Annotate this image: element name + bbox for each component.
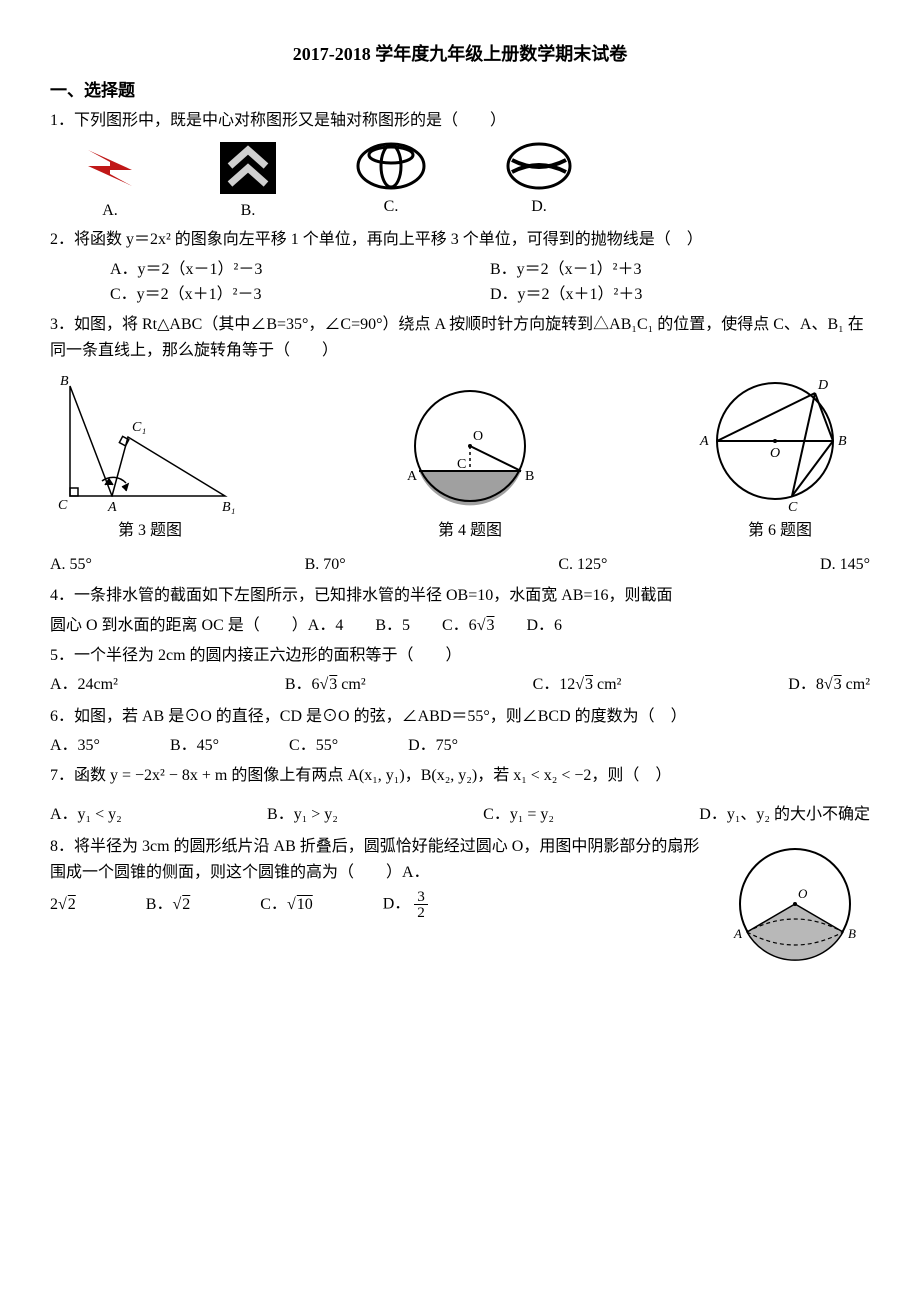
svg-text:O: O — [473, 429, 483, 444]
q6-d: D．75° — [408, 733, 458, 759]
q1-logo-a: A. — [80, 142, 140, 224]
svg-text:A: A — [699, 434, 709, 449]
question-6: 6．如图，若 AB 是⊙O 的直径，CD 是⊙O 的弦，∠ABD＝55°，则∠B… — [50, 704, 870, 730]
q8-options: 2√2 B．√2 C．√10 D． 32 — [50, 889, 710, 920]
q5-options: A．24cm² B．6√3 cm² C．12√3 cm² D．8√3 cm² — [50, 672, 870, 698]
page-title: 2017-2018 学年度九年级上册数学期末试卷 — [50, 40, 870, 69]
q7-a: A．y₁ < y₂ — [50, 802, 122, 828]
svg-text:A: A — [733, 926, 742, 941]
q1-logo-c: C. — [356, 142, 426, 224]
q2-b: B．y＝2（x－1）²＋3 — [490, 257, 870, 283]
q3-b: B. 70° — [305, 552, 346, 578]
figure-4: O A B C 第 4 题图 — [385, 376, 555, 544]
q2-c: C．y＝2（x＋1）²－3 — [110, 282, 490, 308]
q1-b-label: B. — [220, 198, 276, 224]
svg-text:B: B — [525, 469, 534, 484]
folded-circle-icon: O A B — [720, 834, 870, 974]
q1-c-label: C. — [356, 194, 426, 220]
svg-text:C₁: C₁ — [132, 420, 146, 435]
q4-opts-pre: 圆心 O 到水面的距离 OC 是（ ）A．4 B．5 C．6 — [50, 617, 477, 634]
triangle-rotation-icon: B C A C₁ B₁ — [50, 371, 250, 516]
svg-text:B: B — [838, 434, 847, 449]
q8-a: 2√2 — [50, 892, 76, 918]
q6-b: B．45° — [170, 733, 219, 759]
figure-6-caption: 第 6 题图 — [690, 518, 870, 544]
q6-options: A．35° B．45° C．55° D．75° — [50, 733, 870, 759]
svg-text:O: O — [798, 886, 808, 901]
figure-3: B C A C₁ B₁ 第 3 题图 — [50, 371, 250, 544]
q7-c: C．y₁ = y₂ — [483, 802, 554, 828]
q8-b: B．√2 — [146, 892, 190, 918]
question-3: 3．如图，将 Rt△ABC（其中∠B=35°，∠C=90°）绕点 A 按顺时针方… — [50, 312, 870, 363]
svg-text:B₁: B₁ — [222, 500, 235, 515]
question-7: 7．函数 y = −2x² − 8x + m 的图像上有两点 A(x₁, y₁)… — [50, 763, 870, 789]
svg-text:O: O — [770, 446, 780, 461]
q4-opts-post: D．6 — [494, 617, 562, 634]
q7-b: B．y₁ > y₂ — [267, 802, 338, 828]
circle-chord-icon: A B C D O — [690, 371, 870, 516]
figure-6: A B C D O 第 6 题图 — [690, 371, 870, 544]
q5-d: D．8√3 cm² — [788, 672, 870, 698]
pipe-cross-section-icon: O A B C — [385, 376, 555, 516]
q1-logo-b: B. — [220, 142, 276, 224]
figure-3-caption: 第 3 题图 — [50, 518, 250, 544]
q5-c: C．12√3 cm² — [533, 672, 622, 698]
toyota-icon — [356, 142, 426, 190]
q2-opts-2: C．y＝2（x＋1）²－3 D．y＝2（x＋1）²＋3 — [110, 282, 870, 308]
svg-text:B: B — [848, 926, 856, 941]
q3-c: C. 125° — [558, 552, 607, 578]
figure-4-caption: 第 4 题图 — [385, 518, 555, 544]
question-4-line2: 圆心 O 到水面的距离 OC 是（ ）A．4 B．5 C．6√3 D．6 — [50, 613, 870, 639]
suzuki-icon — [80, 142, 140, 194]
question-5: 5．一个半径为 2cm 的圆内接正六边形的面积等于（ ） — [50, 643, 870, 669]
svg-text:C: C — [58, 498, 68, 513]
q1-a-label: A. — [80, 198, 140, 224]
svg-text:C: C — [788, 500, 798, 515]
figure-row-3-4-6: B C A C₁ B₁ 第 3 题图 O A B C 第 4 题图 — [50, 371, 870, 544]
q5-a: A．24cm² — [50, 672, 118, 698]
q5-b: B．6√3 cm² — [285, 672, 366, 698]
svg-text:D: D — [817, 378, 828, 393]
svg-text:A: A — [107, 500, 117, 515]
figure-8: O A B — [720, 834, 870, 983]
q3-a: A. 55° — [50, 552, 92, 578]
citroen-icon — [220, 142, 276, 194]
q7-options: A．y₁ < y₂ B．y₁ > y₂ C．y₁ = y₂ D．y₁、y₂ 的大… — [50, 802, 870, 828]
question-1: 1．下列图形中，既是中心对称图形又是轴对称图形的是（ ） — [50, 108, 870, 134]
q1-logo-d: D. — [506, 142, 572, 224]
hino-icon — [506, 142, 572, 190]
q2-d: D．y＝2（x＋1）²＋3 — [490, 282, 870, 308]
q7-d: D．y₁、y₂ 的大小不确定 — [699, 802, 870, 828]
q1-d-label: D. — [506, 194, 572, 220]
q1-logo-row: A. B. C. D. — [80, 142, 870, 224]
q8-d: D． 32 — [383, 889, 428, 920]
q6-a: A．35° — [50, 733, 100, 759]
question-4-line1: 4．一条排水管的截面如下左图所示，已知排水管的半径 OB=10，水面宽 AB=1… — [50, 583, 870, 609]
q2-opts-1: A．y＝2（x－1）²－3 B．y＝2（x－1）²＋3 — [110, 257, 870, 283]
svg-text:C: C — [457, 457, 466, 472]
svg-text:A: A — [407, 469, 418, 484]
section-1-heading: 一、选择题 — [50, 77, 870, 104]
q2-a: A．y＝2（x－1）²－3 — [110, 257, 490, 283]
question-2: 2．将函数 y＝2x² 的图象向左平移 1 个单位，再向上平移 3 个单位，可得… — [50, 227, 870, 253]
q3-options: A. 55° B. 70° C. 125° D. 145° — [50, 552, 870, 578]
q6-c: C．55° — [289, 733, 338, 759]
svg-text:B: B — [60, 374, 69, 389]
q8-c: C．√10 — [260, 892, 312, 918]
q3-d: D. 145° — [820, 552, 870, 578]
